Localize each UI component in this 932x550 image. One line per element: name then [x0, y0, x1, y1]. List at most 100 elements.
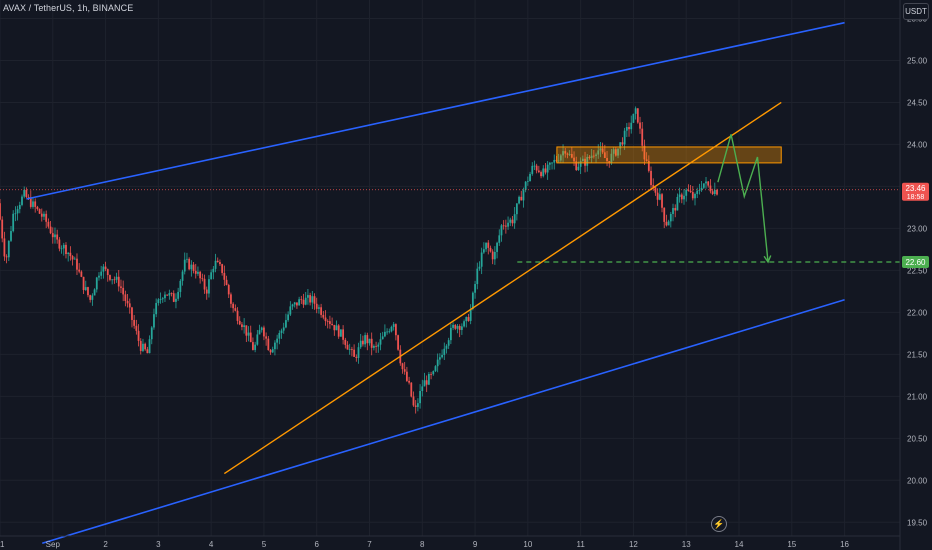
candle-body	[201, 278, 204, 280]
candle-body	[326, 321, 329, 322]
candle-body	[388, 331, 391, 333]
candle-body	[148, 339, 151, 354]
candle-body	[340, 329, 342, 337]
time-tick-label: 10	[523, 540, 532, 549]
time-tick-label: 13	[682, 540, 691, 549]
candle-body	[641, 128, 644, 146]
candle-body	[203, 278, 206, 290]
candle-body	[133, 319, 136, 326]
currency-badge[interactable]: USDT	[903, 3, 929, 20]
candle-body	[241, 324, 243, 328]
candle-body	[342, 329, 345, 340]
candle-body	[636, 108, 639, 123]
candle-body	[432, 371, 435, 375]
candle-body	[661, 194, 663, 208]
candle-body	[12, 213, 15, 232]
candle-body	[351, 349, 353, 350]
candle-body	[161, 298, 164, 300]
candle-body	[166, 294, 169, 296]
lower-channel-line	[41, 299, 845, 545]
candle-body	[344, 339, 347, 345]
candle-body	[559, 155, 562, 161]
candle-body	[256, 334, 259, 345]
candle-body	[652, 185, 655, 188]
candle-body	[493, 251, 496, 260]
candle-body	[287, 314, 290, 321]
candle-body	[368, 338, 371, 344]
candle-body	[21, 196, 23, 205]
candle-body	[566, 153, 569, 155]
candle-body	[120, 286, 122, 288]
candle-body	[650, 170, 652, 186]
candle-body	[405, 371, 408, 381]
candle-body	[568, 154, 571, 155]
price-tick-label: 24.00	[907, 140, 928, 149]
candle-body	[548, 162, 551, 165]
candle-body	[247, 332, 250, 336]
candles	[0, 106, 718, 414]
candle-body	[76, 258, 78, 270]
candle-body	[150, 327, 153, 340]
candle-body	[23, 189, 26, 197]
candle-body	[480, 252, 483, 267]
candle-body	[318, 307, 320, 309]
candle-body	[632, 113, 635, 123]
candle-body	[271, 349, 274, 353]
candle-body	[49, 226, 52, 234]
candle-body	[458, 325, 461, 330]
candle-body	[78, 269, 81, 272]
candle-body	[353, 349, 356, 357]
candle-body	[702, 183, 705, 188]
candle-body	[421, 386, 424, 391]
candle-body	[511, 219, 514, 224]
candle-body	[676, 196, 679, 211]
candle-body	[390, 326, 393, 332]
candle-body	[669, 214, 672, 222]
time-tick-label: 2	[103, 540, 108, 549]
candle-body	[159, 299, 162, 301]
candle-body	[62, 244, 65, 249]
candle-body	[40, 213, 43, 217]
price-tick-label: 25.00	[907, 56, 928, 65]
candle-body	[579, 161, 582, 167]
candle-body	[282, 327, 285, 331]
candle-body	[104, 266, 107, 270]
candle-body	[460, 326, 463, 330]
candle-body	[441, 354, 443, 358]
price-tick-label: 22.50	[907, 266, 928, 275]
candle-body	[443, 348, 446, 355]
candle-body	[476, 268, 479, 285]
candle-body	[293, 302, 296, 305]
symbol-label[interactable]: AVAX / TetherUS, 1h, BINANCE	[3, 3, 134, 13]
candle-body	[700, 187, 703, 191]
time-tick-label: 8	[420, 540, 425, 549]
candle-body	[278, 333, 281, 339]
candle-body	[230, 294, 232, 304]
candle-body	[51, 233, 54, 238]
drawings[interactable]	[0, 21, 900, 545]
candle-body	[414, 405, 417, 407]
candle-body	[232, 303, 235, 309]
candle-body	[614, 149, 617, 156]
candle-body	[366, 335, 369, 344]
candle-body	[357, 347, 360, 358]
candle-body	[427, 373, 430, 385]
candle-body	[192, 264, 195, 271]
candle-body	[131, 307, 133, 320]
candle-body	[711, 191, 714, 194]
price-tick-label: 22.00	[907, 308, 928, 317]
candle-body	[71, 256, 74, 260]
candle-body	[610, 153, 613, 164]
candle-body	[309, 295, 312, 303]
candle-body	[313, 296, 316, 304]
candle-body	[689, 190, 692, 193]
candle-body	[619, 142, 622, 149]
candle-body	[537, 170, 540, 173]
candle-body	[0, 203, 1, 220]
candle-body	[529, 173, 531, 182]
candle-body	[111, 279, 114, 281]
candle-body	[45, 213, 48, 222]
candle-body	[667, 221, 670, 226]
